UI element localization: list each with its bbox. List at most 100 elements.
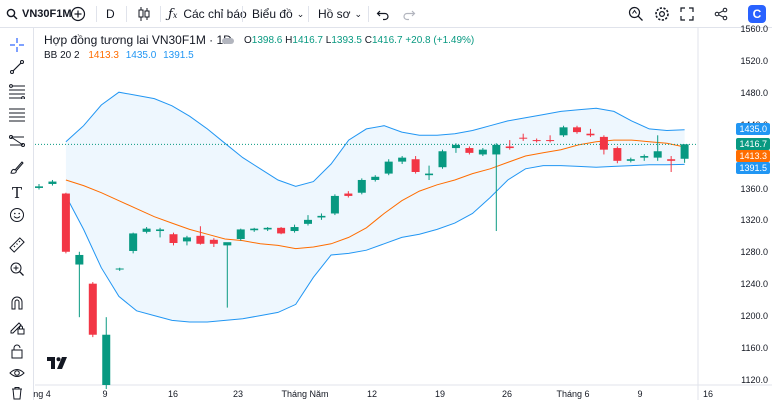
settings-button[interactable] bbox=[654, 0, 670, 28]
bb-label: BB 20 2 bbox=[44, 50, 80, 61]
profile-label: Hồ sơ bbox=[318, 7, 351, 21]
price-axis-label: 1160.0 bbox=[741, 343, 768, 354]
delete-tool[interactable] bbox=[5, 384, 29, 400]
search-icon bbox=[6, 8, 18, 20]
candle-body bbox=[586, 133, 595, 136]
candle-body bbox=[304, 219, 312, 224]
candle-body bbox=[599, 136, 608, 150]
pencil-lock-icon bbox=[9, 319, 25, 340]
brush-icon bbox=[9, 159, 25, 180]
candle-body bbox=[667, 159, 676, 161]
candle-body bbox=[371, 176, 380, 180]
interval-button[interactable]: D bbox=[106, 0, 115, 28]
candle-body bbox=[317, 215, 326, 218]
toolbar-divider bbox=[96, 6, 97, 22]
candle-body bbox=[156, 229, 165, 232]
zoom-tool[interactable] bbox=[5, 260, 29, 282]
fullscreen-button[interactable] bbox=[680, 0, 694, 28]
toolbar-divider bbox=[160, 6, 161, 22]
candle-body bbox=[196, 235, 205, 244]
price-axis-label: 1280.0 bbox=[740, 247, 768, 258]
time-axis-label: 23 bbox=[232, 389, 244, 399]
undo-button[interactable] bbox=[376, 0, 390, 28]
indicators-label: Các chỉ báo bbox=[183, 7, 247, 21]
chart-type-button[interactable] bbox=[136, 0, 152, 28]
time-axis-label: Tháng Năm bbox=[281, 389, 329, 399]
text-tool[interactable]: T bbox=[5, 182, 29, 204]
candle-body bbox=[451, 144, 460, 149]
time-axis-label: 9 bbox=[102, 389, 108, 399]
indicators-button[interactable]: ƒx Các chỉ báo bbox=[168, 0, 247, 28]
lock-drawings-tool[interactable] bbox=[5, 318, 29, 340]
candle-body bbox=[573, 127, 581, 133]
legend-toggle[interactable] bbox=[222, 38, 234, 44]
open-label: O bbox=[244, 35, 252, 46]
chevron-down-icon: ⌄ bbox=[354, 8, 363, 19]
change-value: +20.8 (+1.49%) bbox=[405, 35, 475, 46]
close-label: C bbox=[364, 35, 372, 46]
candle-body bbox=[223, 242, 232, 246]
prediction-tool[interactable] bbox=[5, 132, 29, 154]
fx-icon: ƒx bbox=[168, 6, 178, 22]
measure-tool[interactable] bbox=[5, 236, 29, 258]
symbol-search[interactable]: VN30F1M bbox=[6, 0, 72, 28]
toolbar-divider bbox=[126, 6, 127, 22]
charts-label: Biểu đồ bbox=[252, 7, 293, 21]
tradingview-logo[interactable] bbox=[46, 356, 70, 372]
candle-body bbox=[277, 227, 286, 234]
time-axis-label: 16 bbox=[702, 389, 714, 399]
bollinger-lower-line bbox=[65, 163, 685, 323]
candle-body bbox=[465, 148, 474, 153]
top-toolbar: VN30F1M D ƒx Các chỉ báo Biểu đồ ⌄ Hồ sơ… bbox=[0, 0, 772, 28]
trend-line-tool[interactable] bbox=[5, 58, 29, 80]
magnet-tool[interactable] bbox=[5, 294, 29, 316]
quick-search-button[interactable] bbox=[628, 0, 644, 28]
candle-body bbox=[115, 268, 124, 270]
bb-lower-value: 1391.5 bbox=[163, 50, 194, 61]
crosshair-tool[interactable] bbox=[5, 36, 29, 58]
charts-menu-button[interactable]: Biểu đồ ⌄ bbox=[252, 0, 304, 28]
high-value: 1416.7 bbox=[292, 35, 323, 46]
candle-body bbox=[425, 173, 434, 176]
compare-button[interactable] bbox=[70, 0, 86, 28]
smiley-icon bbox=[9, 207, 25, 228]
legend-ohlc: O1398.6 H1416.7 L1393.5 C1416.7 +20.8 (+… bbox=[244, 35, 474, 46]
fib-tool[interactable] bbox=[5, 82, 29, 104]
fullscreen-icon bbox=[680, 7, 694, 21]
toolbar-divider bbox=[368, 6, 369, 22]
bollinger-upper-line bbox=[65, 91, 685, 187]
brush-tool[interactable] bbox=[5, 158, 29, 180]
crosshair-icon bbox=[9, 37, 25, 58]
price-axis-label: 1240.0 bbox=[740, 279, 768, 290]
brand-button[interactable]: C bbox=[748, 0, 766, 28]
share-button[interactable] bbox=[714, 0, 728, 28]
lock-tool[interactable] bbox=[5, 342, 29, 364]
symbol-label: VN30F1M bbox=[22, 8, 72, 20]
hide-drawings-tool[interactable] bbox=[5, 364, 29, 386]
candle-body bbox=[48, 181, 57, 184]
price-axis-label: 1120.0 bbox=[741, 375, 768, 385]
candle-body bbox=[330, 195, 339, 214]
horizontal-lines-icon bbox=[8, 83, 26, 104]
add-circle-icon bbox=[70, 6, 86, 22]
profile-menu-button[interactable]: Hồ sơ ⌄ bbox=[318, 0, 362, 28]
close-value: 1416.7 bbox=[371, 35, 403, 46]
redo-button[interactable] bbox=[402, 0, 416, 28]
trend-line-icon bbox=[9, 59, 25, 80]
icon-tool[interactable] bbox=[5, 206, 29, 228]
ruler-icon bbox=[9, 236, 25, 258]
pattern-tool[interactable] bbox=[5, 106, 29, 128]
candle-body bbox=[88, 283, 97, 335]
candle-body bbox=[438, 151, 447, 168]
redo-icon bbox=[402, 7, 416, 21]
candle-body bbox=[142, 228, 151, 232]
price-axis-label: 1320.0 bbox=[740, 215, 768, 226]
candle-body bbox=[129, 233, 138, 251]
bb-upper-value: 1435.0 bbox=[125, 50, 157, 61]
high-label: H bbox=[285, 35, 293, 46]
time-axis-label: ng 4 bbox=[33, 389, 51, 399]
price-chart[interactable] bbox=[35, 28, 772, 400]
candle-body bbox=[209, 239, 218, 244]
candle-body bbox=[35, 186, 43, 188]
share-icon bbox=[714, 7, 728, 21]
